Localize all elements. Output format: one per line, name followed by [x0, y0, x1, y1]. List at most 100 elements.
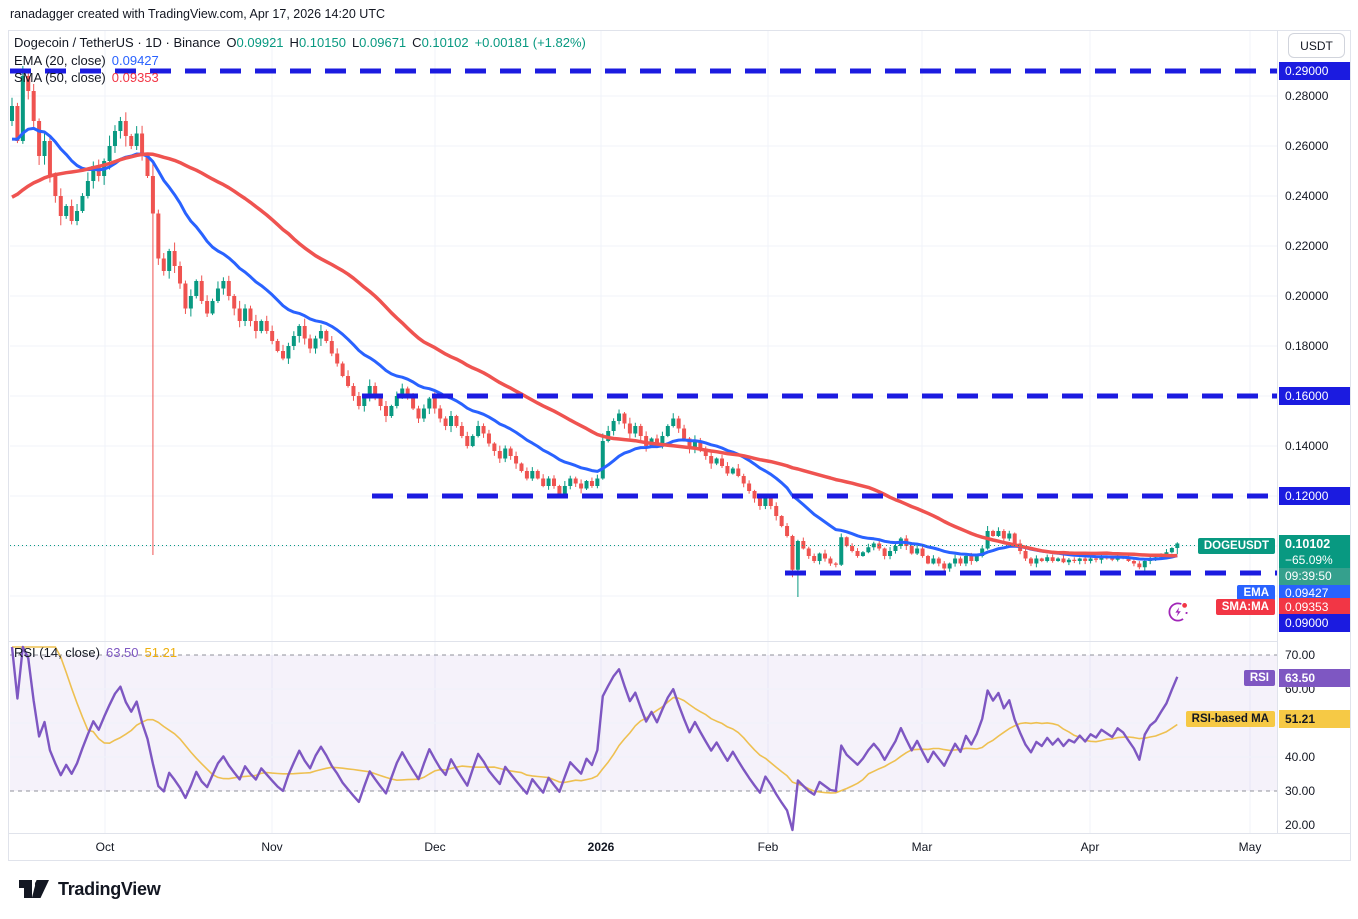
candle-body [476, 426, 481, 436]
candle-body [118, 121, 123, 131]
candle-body [844, 537, 849, 546]
candle-body [226, 281, 231, 296]
candle-body [129, 136, 134, 146]
candle-body [714, 458, 719, 464]
candle-body [253, 321, 258, 331]
candle-body [920, 548, 925, 556]
rsi-legend-row[interactable]: RSI (14, close) 63.50 51.21 [14, 645, 177, 660]
sma-legend-label[interactable]: SMA (50, close) [14, 70, 106, 85]
candle-body [638, 426, 643, 436]
candle-body [215, 288, 220, 301]
symbol-title[interactable]: Dogecoin / TetherUS · 1D · Binance [14, 35, 221, 50]
candle-body [1028, 558, 1033, 564]
candle-body [871, 543, 876, 548]
price-tick-0.29000: 0.29000 [1279, 62, 1350, 80]
time-label-Oct[interactable]: Oct [95, 840, 115, 854]
time-label-May[interactable]: May [1238, 840, 1262, 854]
candle-body [329, 341, 334, 354]
candle-body [682, 428, 687, 439]
candle-body [692, 441, 697, 449]
price-tick-0.09000: 0.09000 [1279, 614, 1350, 632]
candle-body [188, 296, 193, 309]
candle-body [107, 146, 112, 161]
candle-body [1034, 558, 1039, 564]
time-label-Apr[interactable]: Apr [1080, 840, 1100, 854]
candle-body [584, 481, 589, 489]
candle-body [1050, 557, 1055, 561]
candle-body [812, 556, 817, 561]
symbol-legend-row[interactable]: Dogecoin / TetherUS · 1D · Binance O0.09… [14, 35, 586, 50]
pane-separator[interactable] [9, 641, 1277, 642]
sma-line-tag[interactable]: SMA:MA [1215, 599, 1275, 615]
candle-body [161, 258, 166, 271]
candle-body [492, 443, 497, 451]
candle-body [237, 308, 242, 321]
candle-body [579, 483, 584, 489]
candle-body [763, 498, 768, 506]
candle-body [1131, 561, 1136, 564]
sma-legend-value: 0.09353 [111, 70, 159, 85]
rsi-line-tag[interactable]: RSI [1243, 670, 1275, 686]
ema-legend-label[interactable]: EMA (20, close) [14, 53, 106, 68]
currency-toggle-button[interactable]: USDT [1288, 33, 1345, 58]
time-label-Mar[interactable]: Mar [911, 840, 933, 854]
ema-line-tag[interactable]: EMA [1237, 585, 1275, 601]
candle-body [243, 308, 248, 321]
candle-body [221, 281, 226, 289]
candle-body [134, 133, 139, 146]
symbol-line-tag[interactable]: DOGEUSDT [1197, 538, 1275, 554]
rsi-ma-line-tag[interactable]: RSI-based MA [1185, 711, 1275, 727]
time-label-Feb[interactable]: Feb [757, 840, 779, 854]
ema-legend-row[interactable]: EMA (20, close) 0.09427 [14, 53, 159, 68]
candle-body [833, 563, 838, 565]
candle-body [346, 376, 351, 386]
candle-body [795, 541, 800, 570]
candle-body [85, 181, 90, 196]
candle-body [26, 76, 31, 91]
candle-body [936, 558, 941, 564]
candle-body [20, 76, 25, 141]
candle-body [140, 133, 145, 156]
flash-ideas-icon[interactable] [1166, 599, 1192, 625]
candle-body [720, 458, 725, 466]
ohlc-high: H0.10150 [289, 35, 346, 50]
time-label-Dec[interactable]: Dec [424, 840, 446, 854]
candle-body [210, 301, 215, 314]
candle-body [281, 351, 285, 359]
candle-body [963, 556, 968, 564]
candle-body [953, 558, 958, 564]
time-label-2026[interactable]: 2026 [587, 840, 615, 854]
candle-body [465, 436, 470, 446]
candle-body [1007, 533, 1012, 539]
candle-body [1045, 557, 1050, 561]
candle-body [1012, 533, 1017, 544]
candle-body [850, 546, 855, 551]
candle-body [996, 531, 1001, 536]
time-label-Nov[interactable]: Nov [261, 840, 283, 854]
candle-body [671, 418, 676, 426]
candle-body [546, 478, 551, 486]
candle-body [535, 471, 540, 479]
candle-body [752, 491, 757, 499]
candle-body [519, 463, 524, 471]
rsi-tick-20.00: 20.00 [1285, 818, 1316, 832]
candle-body [297, 326, 302, 336]
tradingview-logo[interactable]: TradingView [18, 876, 161, 902]
candle-body [524, 471, 529, 479]
candle-body [909, 546, 914, 554]
candle-body [194, 281, 199, 296]
candle-body [1099, 557, 1104, 560]
candle-body [291, 336, 296, 346]
sma-legend-row[interactable]: SMA (50, close) 0.09353 [14, 70, 159, 85]
candle-body [145, 156, 150, 176]
candle-body [839, 537, 844, 565]
candle-body [1142, 561, 1147, 568]
rsi-legend-label[interactable]: RSI (14, close) [14, 645, 100, 660]
candle-body [866, 547, 871, 553]
candle-body [768, 498, 773, 506]
candle-body [757, 498, 762, 506]
candle-body [167, 251, 172, 271]
candle-body [75, 211, 80, 221]
candle-body [264, 321, 269, 331]
